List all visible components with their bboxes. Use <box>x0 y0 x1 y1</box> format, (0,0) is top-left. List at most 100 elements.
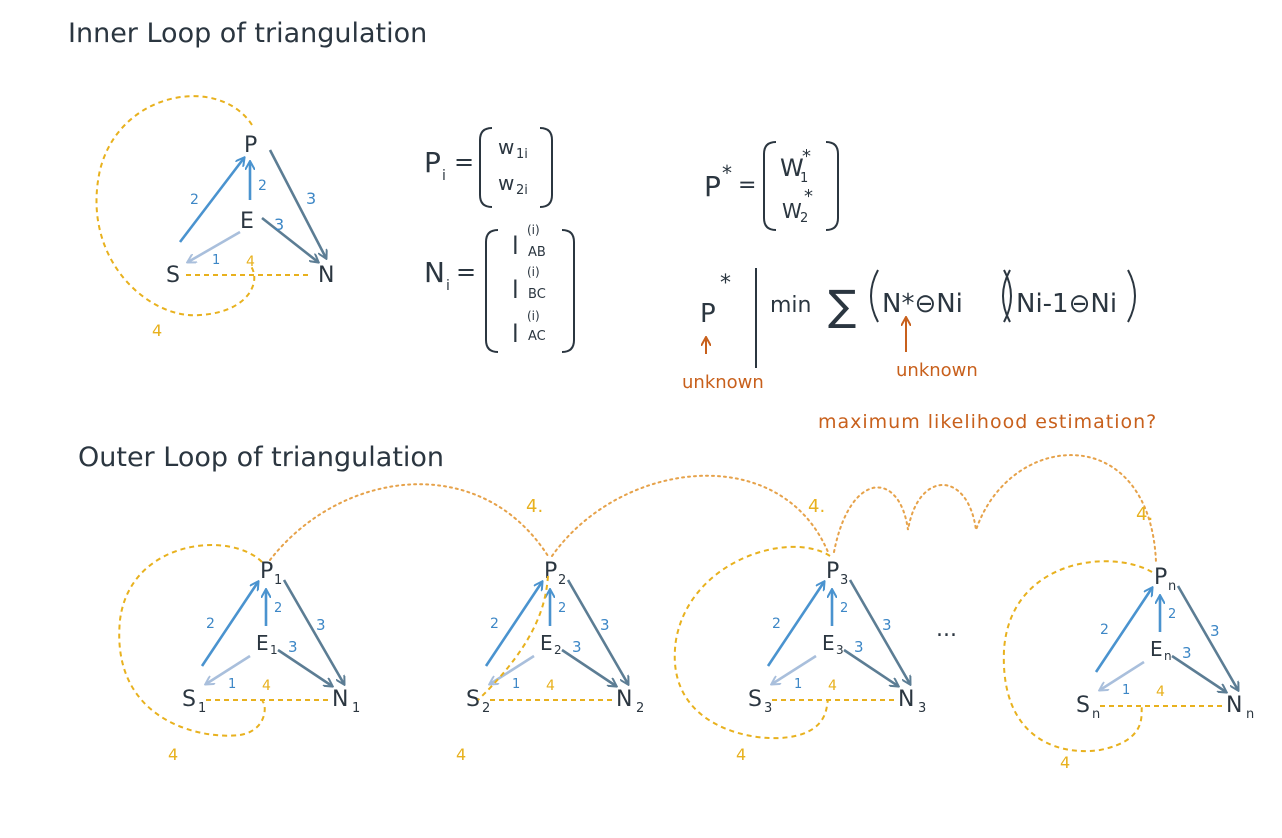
p-i-lhs: P <box>424 146 441 179</box>
p-i-entry-2-sub: 2i <box>516 183 528 198</box>
inner-triangle-diagram: P E S N 2 2 3 3 1 4 4 <box>95 95 334 340</box>
connector-label-3: 4. <box>808 496 825 517</box>
connector-p3-pn <box>833 454 1157 563</box>
outer-3-node-e-sub: 3 <box>836 643 844 657</box>
outer-4-node-p-sub: n <box>1168 579 1176 594</box>
outer-4-label-s-n: 4 <box>1156 684 1165 700</box>
n-i-entry-1-sub: AB <box>528 245 546 260</box>
outer-3-node-p-sub: 3 <box>840 573 848 588</box>
inner-edge-e-s <box>188 230 241 262</box>
outer-1-label-e-p: 2 <box>274 601 282 616</box>
n-i-entry-1-sup: (i) <box>527 223 540 237</box>
outer-3-node-e: E <box>822 631 835 655</box>
inner-label-e-s: 1 <box>212 253 220 268</box>
outer-4-node-n: N <box>1226 693 1242 718</box>
outer-1-edge-e-s <box>206 654 251 684</box>
inner-label-e-n: 3 <box>274 215 284 234</box>
outer-2-node-n: N <box>616 687 632 712</box>
p-star-bracket-left <box>763 141 777 231</box>
outer-2-node-e: E <box>540 631 553 655</box>
p-star-entry-2-sup: * <box>804 186 813 207</box>
unknown-right-label: unknown <box>896 360 978 381</box>
objective-term-1: N*⊖Ni <box>882 289 963 319</box>
outer-4-loop-edge <box>1002 560 1153 753</box>
outer-1-node-s-sub: 1 <box>198 701 206 716</box>
outer-4-node-e: E <box>1150 637 1163 661</box>
outer-2-loop-label: 4 <box>456 745 466 764</box>
p-i-bracket-left <box>479 127 493 208</box>
outer-3-node-n: N <box>898 687 914 712</box>
outer-3-node-n-sub: 3 <box>918 701 926 716</box>
p-star-entry-2-sub: 2 <box>800 211 808 226</box>
n-i-entry-3-sup: (i) <box>527 309 540 323</box>
p-star-entry-1: W <box>780 154 804 182</box>
n-i-entry-3-sub: AC <box>528 329 546 344</box>
p-star-entry-1-sub: 1 <box>800 171 808 186</box>
p-star-sup: * <box>722 161 732 185</box>
objective-term-2: Ni-1⊖Ni <box>1016 289 1117 319</box>
p-i-bracket-right <box>539 127 553 208</box>
outer-4-label-e-p: 2 <box>1168 607 1176 622</box>
outer-3-node-p: P <box>826 559 839 584</box>
outer-3-label-s-n: 4 <box>828 678 837 694</box>
p-i-sub: i <box>442 168 446 184</box>
outer-3-edge-s-p <box>766 582 824 667</box>
outer-3-edge-e-s <box>772 654 817 684</box>
p-i-entry-2: w <box>498 171 514 195</box>
outer-4-edge-e-s <box>1100 660 1145 690</box>
outer-4-edge-s-p <box>1094 588 1152 673</box>
outer-2-label-e-s: 1 <box>512 677 520 692</box>
outer-4-loop-label: 4 <box>1060 753 1070 772</box>
n-i-sub: i <box>446 278 450 294</box>
n-i-entry-2-sup: (i) <box>527 265 540 279</box>
p-i-entry-1: w <box>498 135 514 159</box>
inner-label-s-p: 2 <box>190 192 199 208</box>
p-i-entry-1-sub: 1i <box>516 147 528 162</box>
inner-label-e-p: 2 <box>258 178 267 194</box>
objective-sum: ∑ <box>828 281 856 330</box>
outer-4-node-n-sub: n <box>1246 707 1254 722</box>
outer-1-edge-p-n <box>282 579 344 684</box>
p-star-bracket-right <box>825 141 839 231</box>
outer-1-node-n-sub: 1 <box>352 701 360 716</box>
objective-paren-2-close <box>1127 269 1136 323</box>
outer-4-edge-e-n <box>1171 654 1226 692</box>
objective-formula: P * min ∑ N*⊖Ni Ni-1⊖Ni unknown unknown … <box>682 268 1157 433</box>
outer-1-node-n: N <box>332 687 348 712</box>
formula-p-star: P * = W * 1 W * 2 <box>704 141 839 231</box>
outer-2-loop-edge <box>477 575 549 701</box>
outer-3-edge-p-n <box>848 579 910 684</box>
outer-connectors: 4. 4. 4. ... <box>269 454 1157 642</box>
outer-2-node-e-sub: 2 <box>554 643 562 657</box>
outer-3-edge-e-n <box>843 648 898 686</box>
connector-label-2: 4. <box>526 496 543 517</box>
p-star-entry-1-sup: * <box>802 146 811 167</box>
outer-1-node-p: P <box>260 559 273 584</box>
inner-edge-p-n <box>268 149 326 258</box>
outer-4-node-s: S <box>1076 693 1090 718</box>
n-i-eq: = <box>456 258 476 286</box>
inner-node-s: S <box>166 263 180 288</box>
objective-p-star: * <box>720 271 731 296</box>
outer-2-node-n-sub: 2 <box>636 701 644 716</box>
outer-4-label-e-s: 1 <box>1122 683 1130 698</box>
formula-n-i: N i = l (i) AB l (i) BC l (i) AC <box>424 223 575 353</box>
n-i-entry-2: l <box>512 276 519 304</box>
objective-paren-2-open <box>1002 269 1011 323</box>
outer-loop-title: Outer Loop of triangulation <box>78 442 444 473</box>
outer-1-loop-edge <box>118 544 266 737</box>
n-i-bracket-right <box>561 229 575 353</box>
outer-3-loop-label: 4 <box>736 745 746 764</box>
outer-4-label-e-n: 3 <box>1182 644 1192 662</box>
outer-2-node-s: S <box>466 687 480 712</box>
outer-3-label-e-n: 3 <box>854 638 864 656</box>
mle-question: maximum likelihood estimation? <box>818 411 1157 433</box>
objective-paren-1-open <box>870 269 879 323</box>
outer-4-label-s-p: 2 <box>1100 622 1109 638</box>
n-i-lhs: N <box>424 256 445 289</box>
